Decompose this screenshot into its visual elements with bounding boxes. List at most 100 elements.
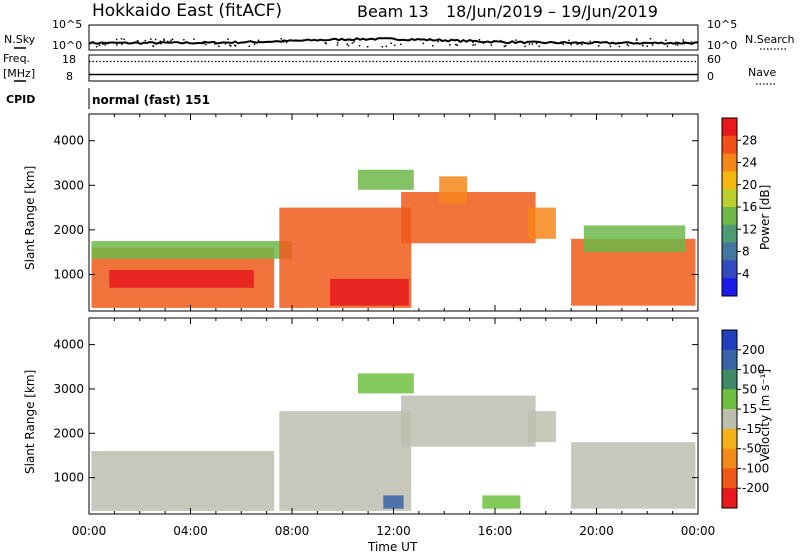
noise-dot (462, 39, 464, 42)
noise-dot (144, 39, 147, 42)
y-tick-label: 3000 (53, 382, 84, 396)
colorbar-segment (722, 118, 737, 137)
noise-dot (234, 45, 237, 47)
noise-dot (665, 39, 667, 41)
noise-dot (346, 43, 348, 45)
echo-region (91, 241, 292, 259)
echo-region (358, 169, 414, 190)
cpid-value: normal (fast) 151 (92, 93, 210, 107)
noise-dot (531, 43, 533, 45)
noise-dot (690, 41, 693, 43)
y-tick-label: 2000 (53, 426, 84, 440)
power-scatter-region (91, 169, 696, 308)
colorbar-tick-label: -50 (742, 442, 762, 456)
noise-dot (524, 45, 526, 48)
power-colorbar-label: Power [dB] (758, 185, 772, 250)
noise-dot (449, 44, 451, 46)
y-tick-label: 1000 (53, 471, 84, 485)
velocity-y-axis-label: Slant Range [km] (23, 370, 37, 474)
noise-dot (666, 45, 669, 48)
n-search-label: N.Search (745, 33, 795, 46)
noise-right-tick-bottom: 10^0 (707, 39, 737, 52)
noise-dot (347, 44, 350, 47)
echo-region (279, 411, 412, 511)
noise-dot (325, 42, 327, 45)
noise-dot (394, 44, 396, 47)
noise-dot (282, 41, 285, 43)
echo-region (383, 495, 404, 509)
echo-region (482, 495, 521, 509)
noise-left-tick-top: 10^5 (52, 18, 82, 31)
echo-region (401, 192, 536, 244)
noise-dot (581, 43, 583, 46)
noise-dot (134, 41, 137, 43)
echo-region (571, 442, 696, 509)
noise-dot (224, 43, 227, 45)
echo-region (358, 373, 414, 394)
noise-panel-frame (88, 24, 699, 51)
noise-dot (504, 45, 507, 47)
colorbar-tick-label: 16 (742, 200, 757, 214)
noise-dot (280, 38, 282, 40)
x-tick-label: 00:00 (72, 524, 107, 538)
noise-dot (456, 39, 458, 41)
noise-dot (676, 44, 679, 46)
noise-dot (472, 44, 474, 46)
beam-label: Beam 13 (357, 2, 429, 21)
noise-dot (500, 39, 502, 42)
freq-label: Freq. (3, 52, 30, 65)
noise-dot (102, 43, 104, 45)
n-sky-label: N.Sky (4, 33, 36, 46)
x-tick-label: 04:00 (173, 524, 208, 538)
noise-dot (390, 42, 392, 44)
noise-dot (385, 45, 388, 48)
noise-dot (456, 44, 458, 46)
noise-dot (342, 38, 345, 40)
noise-dot (652, 42, 655, 44)
freq-tick-bottom: 8 (66, 70, 73, 83)
noise-dot (642, 44, 644, 46)
noise-dot (150, 38, 152, 40)
noise-dot (437, 40, 439, 43)
colorbar-segment (722, 278, 737, 297)
noise-dot (560, 41, 563, 43)
noise-dot (298, 39, 301, 42)
noise-dot (230, 45, 232, 47)
colorbar-segment (722, 428, 737, 450)
noise-dot (170, 39, 172, 42)
noise-dot (646, 45, 648, 47)
noise-dot (589, 40, 592, 43)
x-tick-label: 20:00 (579, 524, 614, 538)
colorbar-segment (722, 448, 737, 469)
colorbar-segment (722, 409, 737, 430)
colorbar-segment (722, 189, 737, 208)
velocity-colorbar-ticks: 200 100 50 15 -15 -50 -100 -200 (737, 343, 769, 495)
noise-dot (163, 38, 165, 40)
noise-dot (478, 39, 481, 41)
date-range: 18/Jun/2019 – 19/Jun/2019 (446, 2, 658, 21)
freq-unit-label: [MHz] (3, 67, 35, 80)
noise-dot (515, 39, 517, 41)
noise-dot (682, 39, 684, 41)
echo-region (330, 278, 409, 306)
noise-dot (442, 40, 445, 42)
echo-region (401, 395, 536, 447)
noise-dot (154, 38, 157, 41)
colorbar-tick-label: 4 (742, 267, 750, 281)
noise-dot (324, 42, 327, 44)
noise-dot (92, 41, 95, 43)
echo-region (583, 225, 686, 253)
noise-dot (366, 46, 369, 48)
colorbar-segment (722, 242, 737, 261)
power-y-axis-label: Slant Range [km] (23, 166, 37, 270)
noise-dot (234, 44, 236, 46)
noise-right-tick-top: 10^5 (707, 18, 737, 31)
colorbar-segment (722, 135, 737, 155)
noise-dot (98, 44, 101, 46)
nave-label: Nave (748, 66, 776, 79)
colorbar-tick-label: -200 (742, 481, 769, 495)
noise-dot (183, 39, 185, 41)
colorbar-tick-label: 50 (742, 382, 757, 396)
colorbar-tick-label: 8 (742, 245, 750, 259)
noise-dot (107, 41, 109, 44)
